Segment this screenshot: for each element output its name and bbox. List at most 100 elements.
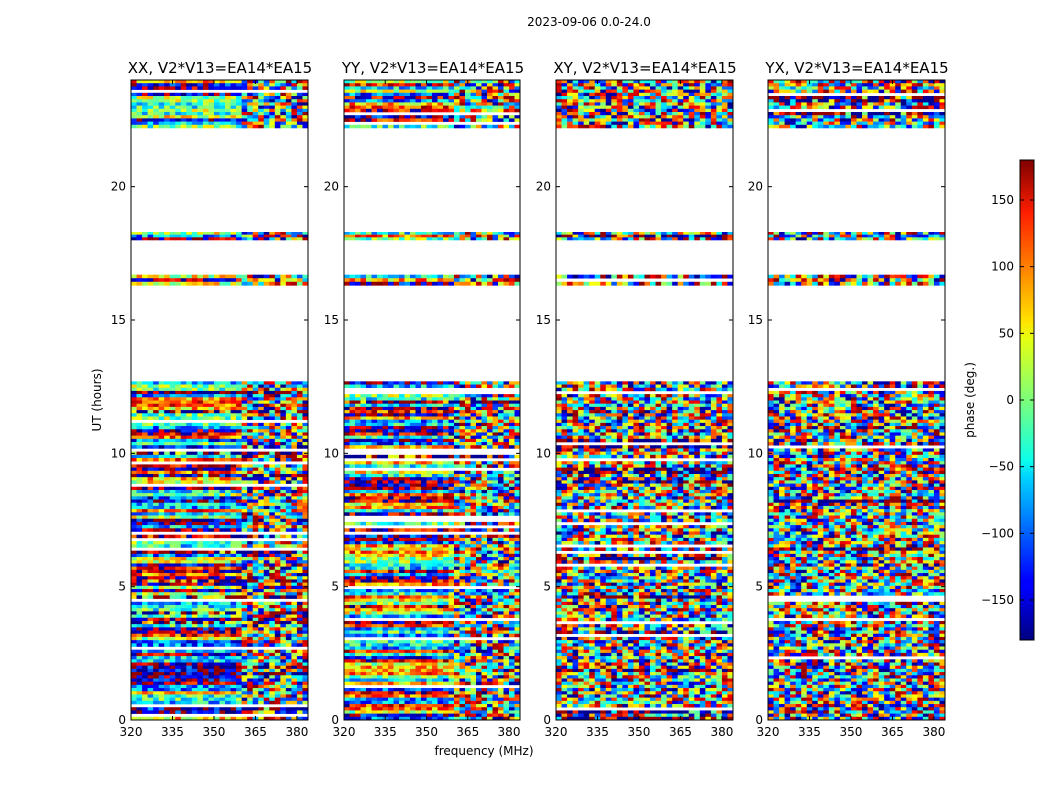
heatmap-cell	[197, 512, 204, 516]
heatmap-cell	[360, 454, 367, 459]
heatmap-cell	[158, 614, 165, 619]
heatmap-cell	[280, 274, 287, 279]
heatmap-cell	[153, 592, 160, 596]
heatmap-cell	[191, 573, 198, 577]
heatmap-cell	[241, 445, 248, 449]
heatmap-cell	[291, 515, 298, 520]
heatmap-cell	[213, 659, 220, 663]
heatmap-cell	[186, 274, 193, 279]
heatmap-cell	[213, 381, 220, 385]
heatmap-cell	[191, 92, 198, 97]
heatmap-cell	[169, 96, 176, 100]
heatmap-cell	[382, 384, 389, 389]
heatmap-cell	[153, 274, 160, 279]
heatmap-cell	[252, 566, 259, 571]
x-tick-label: 335	[161, 725, 184, 739]
heatmap-cell	[263, 121, 270, 126]
heatmap-cell	[186, 496, 193, 500]
heatmap-cell	[175, 557, 182, 561]
heatmap-cell	[175, 576, 182, 580]
heatmap-cell	[186, 105, 193, 110]
heatmap-cell	[208, 486, 215, 491]
heatmap-cell	[274, 595, 281, 599]
heatmap-cell	[236, 521, 243, 526]
heatmap-cell	[492, 381, 499, 385]
heatmap-cell	[355, 442, 361, 446]
heatmap-cell	[274, 659, 281, 663]
heatmap-cell	[208, 112, 215, 116]
heatmap-cell	[241, 582, 248, 587]
heatmap-cell	[269, 234, 276, 238]
heatmap-cell	[426, 521, 433, 526]
heatmap-cell	[252, 470, 259, 475]
heatmap-cell	[296, 630, 303, 635]
heatmap-cell	[344, 537, 350, 542]
heatmap-cell	[175, 691, 182, 695]
heatmap-cell	[164, 582, 171, 587]
heatmap-cell	[197, 716, 204, 721]
heatmap-cell	[142, 630, 148, 635]
heatmap-cell	[142, 688, 148, 692]
heatmap-cell	[247, 96, 254, 100]
heatmap-cell	[197, 422, 204, 427]
heatmap-cell	[285, 400, 292, 404]
heatmap-cell	[492, 435, 499, 440]
heatmap-cell	[136, 659, 143, 663]
heatmap-cell	[487, 493, 493, 497]
heatmap-cell	[355, 477, 361, 481]
heatmap-cell	[169, 582, 176, 587]
heatmap-cell	[366, 493, 372, 497]
heatmap-cell	[404, 470, 411, 475]
heatmap-cell	[131, 121, 137, 126]
heatmap-cell	[225, 432, 231, 436]
heatmap-cell	[291, 416, 298, 420]
heatmap-cell	[269, 652, 276, 657]
heatmap-cell	[285, 502, 292, 507]
heatmap-cell	[236, 438, 243, 443]
heatmap-cell	[291, 716, 298, 721]
heatmap-cell	[191, 451, 198, 456]
heatmap-cell	[241, 381, 248, 385]
heatmap-cell	[186, 451, 193, 456]
heatmap-cell	[258, 620, 265, 625]
heatmap-cell	[410, 422, 416, 427]
heatmap-cell	[153, 589, 160, 593]
heatmap-cell	[426, 461, 433, 465]
heatmap-cell	[147, 493, 154, 497]
heatmap-cell	[503, 477, 510, 481]
heatmap-cell	[258, 630, 265, 635]
heatmap-cell	[487, 406, 493, 411]
heatmap-cell	[202, 672, 209, 676]
heatmap-cell	[410, 493, 416, 497]
heatmap-cell	[415, 426, 422, 430]
heatmap-cell	[142, 678, 148, 682]
heatmap-cell	[241, 426, 248, 430]
heatmap-cell	[247, 672, 254, 676]
heatmap-cell	[241, 544, 248, 548]
heatmap-cell	[197, 604, 204, 609]
heatmap-cell	[191, 458, 198, 462]
heatmap-cell	[274, 505, 281, 510]
heatmap-cell	[258, 502, 265, 507]
heatmap-cell	[142, 614, 148, 619]
heatmap-cell	[258, 387, 265, 392]
heatmap-cell	[230, 416, 237, 420]
heatmap-cell	[296, 451, 303, 456]
heatmap-cell	[377, 509, 383, 513]
heatmap-cell	[269, 480, 276, 484]
heatmap-cell	[360, 493, 367, 497]
heatmap-cell	[349, 445, 356, 449]
heatmap-cell	[153, 496, 160, 500]
heatmap-cell	[142, 582, 148, 587]
heatmap-cell	[252, 515, 259, 520]
heatmap-cell	[169, 627, 176, 631]
heatmap-cell	[258, 627, 265, 631]
heatmap-cell	[164, 121, 171, 126]
heatmap-cell	[175, 678, 182, 682]
heatmap-cell	[180, 579, 187, 583]
heatmap-cell	[175, 707, 182, 711]
heatmap-cell	[263, 278, 270, 283]
heatmap-cell	[247, 477, 254, 481]
heatmap-cell	[509, 509, 515, 513]
heatmap-cell	[142, 496, 148, 500]
